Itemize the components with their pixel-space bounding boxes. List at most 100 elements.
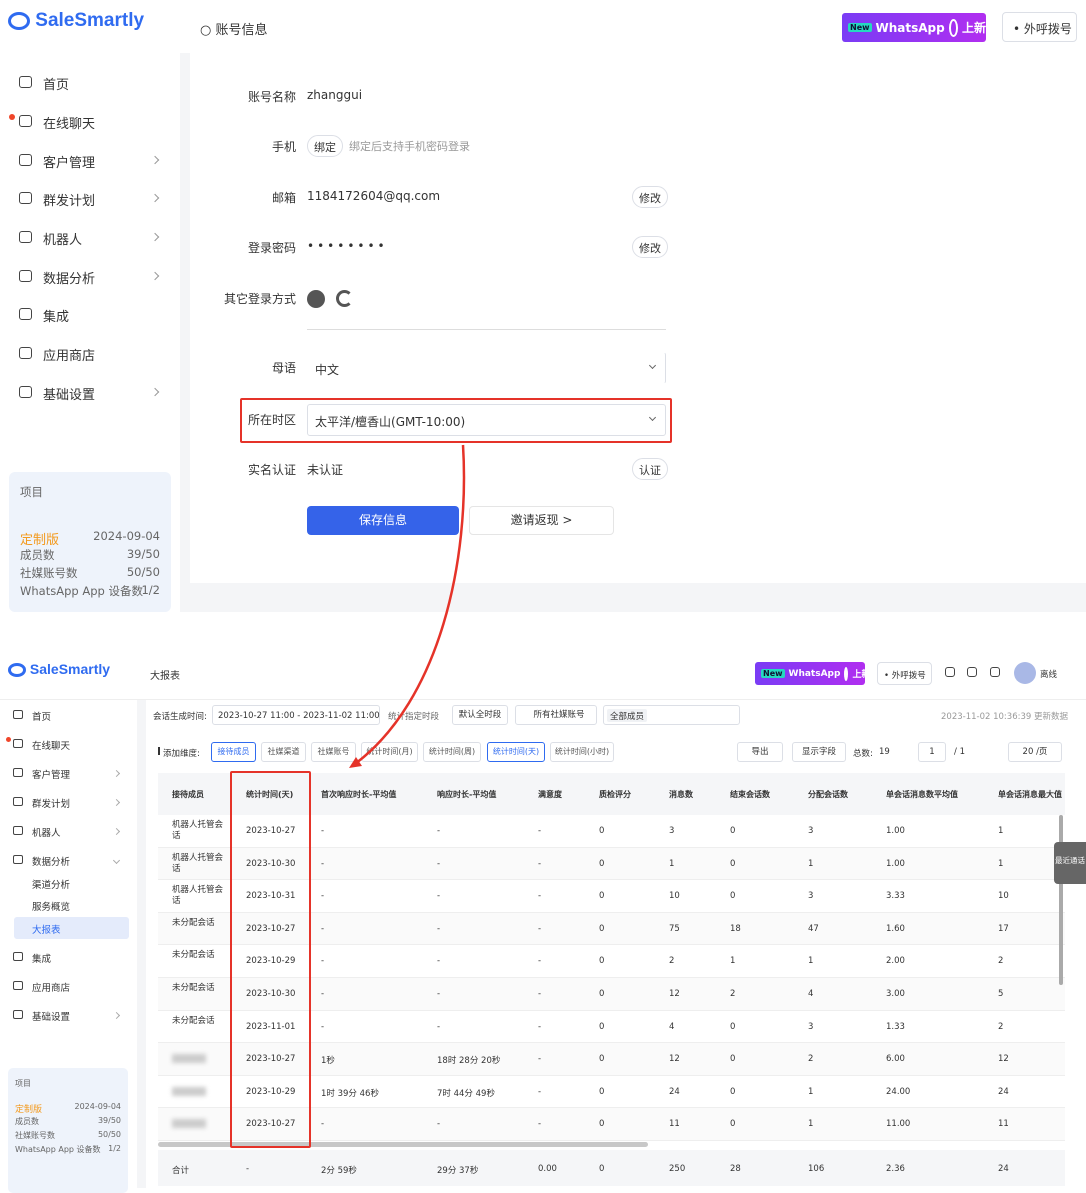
status[interactable]: 离线 [1040,670,1058,680]
page-size-select[interactable]: 20 /页 [1008,742,1062,762]
select[interactable]: 中文 [307,352,666,384]
dimension-chip[interactable]: 社媒渠道 [261,742,306,762]
cell: 11 [669,1119,680,1130]
page-title: 大报表 [150,671,180,682]
submenu-item[interactable]: 渠道分析 [32,880,71,891]
header: ○ 账号信息 New WhatsApp 上新 • 外呼拨号 [180,0,1086,53]
cell: 2023-11-01 [246,1021,296,1032]
cell: 2.00 [886,956,905,967]
edit-button[interactable]: 认证 [632,458,668,480]
cell: 12 [669,989,680,999]
cell: 3 [808,1021,814,1032]
stat-value: 39/50 [97,1116,121,1125]
menu-item[interactable]: 群发计划 [43,194,96,209]
menu-item[interactable]: 数据分析 [32,857,71,868]
cell: 1 [998,858,1004,869]
cell: 2 [998,956,1004,967]
menu-item[interactable]: 首页 [32,712,52,723]
menu-item[interactable]: 机器人 [43,233,83,248]
cell: 1.33 [886,1021,905,1032]
cell: 机器人托管会话 [172,820,224,841]
menu-item[interactable]: 应用商店 [43,349,96,364]
submenu-item[interactable]: 服务概览 [32,902,71,913]
cell: 2023-10-27 [246,923,296,934]
cell: 1.60 [886,923,905,934]
dimension-chip[interactable]: 统计时间(小时) [550,742,614,762]
icon[interactable] [945,667,955,677]
dimension-chip[interactable]: 社媒账号 [311,742,356,762]
edit-button[interactable]: 修改 [632,186,668,208]
menu-item[interactable]: 应用商店 [32,983,71,994]
export-button[interactable]: 导出 [737,742,783,762]
stat-value: 1/2 [141,583,160,597]
cell: 2 [808,1054,814,1065]
dimension-chip[interactable]: 统计时间(天) [487,742,545,762]
field-label: 其它登录方式 [223,292,296,306]
plan: 定制版 [15,1105,43,1115]
cell: 3 [808,891,814,902]
plan: 定制版 [20,533,60,548]
dim-label: 添加维度: [163,749,200,759]
submenu-item[interactable]: 大报表 [32,925,61,936]
all-time-button[interactable]: 默认全时段 [452,705,508,725]
bind-button[interactable]: 绑定 [307,135,343,157]
date-range[interactable]: 2023-10-27 11:00 - 2023-11-02 11:00 [212,705,380,725]
dimension-chip[interactable]: 接待成员 [211,742,256,762]
fields-button[interactable]: 显示字段 [792,742,846,762]
menu-icon [13,952,23,961]
side-tab[interactable]: 最近通话 [1054,842,1086,884]
avatar[interactable] [1014,662,1036,684]
cell: 2023-10-29 [246,956,296,967]
accounts-select[interactable]: 所有社媒账号 [515,705,597,725]
menu-item[interactable]: 首页 [43,78,70,93]
logo: SaleSmartly [8,10,144,32]
cell: 0 [599,1021,605,1032]
column-header: 首次响应时长-平均值 [321,790,397,799]
whatsapp-badge[interactable]: New WhatsApp 上新 [842,13,986,42]
menu-item[interactable]: 基础设置 [32,1012,71,1023]
updated: 2023-11-02 10:36:39 更新数据 [941,712,1068,722]
dial-button[interactable]: • 外呼拨号 [877,662,932,685]
dial-button[interactable]: • 外呼拨号 [1002,12,1077,42]
menu-item[interactable]: 在线聊天 [32,741,71,752]
icon[interactable] [990,667,1000,677]
cell: - [437,858,441,869]
whatsapp-badge[interactable]: New WhatsApp 上新 [755,662,870,685]
menu-item[interactable]: 数据分析 [43,272,96,287]
menu-icon [13,981,23,990]
cell: - [437,891,441,902]
menu-item[interactable]: 群发计划 [32,799,71,810]
dimension-chip[interactable]: 统计时间(月) [361,742,418,762]
menu-item[interactable]: 在线聊天 [43,117,96,132]
menu-item[interactable]: 客户管理 [32,770,71,781]
page-title: ○ 账号信息 [200,23,268,38]
field-value: •••••••• [307,239,388,253]
menu-icon [13,855,23,864]
menu-item[interactable]: 集成 [43,310,70,325]
page-input[interactable]: 1 [918,742,946,762]
edit-button[interactable]: 修改 [632,236,668,258]
menu-item[interactable]: 基础设置 [43,388,96,403]
save-button[interactable]: 保存信息 [307,506,459,535]
menu-item[interactable]: 客户管理 [43,156,96,171]
cell: 18 [730,923,741,934]
cell: - [321,826,325,836]
menu-item[interactable]: 机器人 [32,828,61,839]
dimension-chip[interactable]: 统计时间(周) [423,742,481,762]
filter-label: 会话生成时间: [153,712,207,722]
cell: 未分配会话 [172,950,215,961]
select[interactable]: 太平洋/檀香山(GMT-10:00) [307,404,666,436]
column-header: 结束会话数 [730,790,770,799]
cell: 0 [599,923,605,934]
cell: - [321,891,325,902]
cell: - [538,1054,542,1065]
cell: 2 [998,1021,1004,1032]
invite-button[interactable]: 邀请返现 > [469,506,614,535]
icon[interactable] [967,667,977,677]
members-select[interactable]: 全部成员 [603,705,740,725]
cell: 2023-10-30 [246,989,296,999]
column-header: 消息数 [669,790,693,799]
menu-item[interactable]: 集成 [32,954,52,965]
sidebar: SaleSmartly 首页在线聊天客户管理群发计划机器人数据分析集成应用商店基… [0,0,180,612]
cell: 1秒 [321,1056,335,1067]
